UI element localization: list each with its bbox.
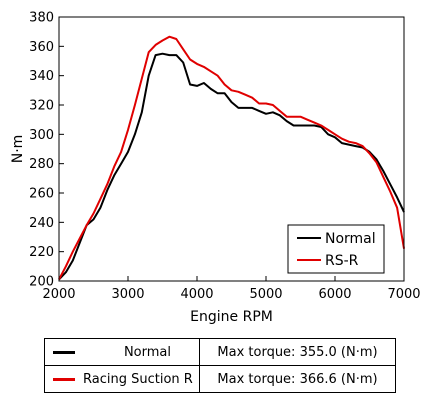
series-name: Racing Suction R: [83, 371, 193, 387]
y-tick-label: 360: [29, 40, 54, 55]
x-tick-label: 5000: [249, 287, 282, 302]
y-tick-label: 280: [29, 157, 54, 172]
y-axis-label: N·m: [10, 135, 26, 164]
x-tick-label: 6000: [318, 287, 351, 302]
series-lines: [58, 35, 405, 281]
y-tick-label: 380: [29, 11, 54, 26]
max-torque-value: Max torque: 355.0 (N·m): [199, 338, 396, 366]
torque-chart: 200 220 240 260 280 300 320 340 360 380 2000 3000 40…: [10, 11, 421, 326]
x-tick-label: 7000: [387, 287, 420, 302]
y-tick-label: 240: [29, 216, 54, 231]
x-tick-label: 2000: [42, 287, 75, 302]
table-row: Normal Max torque: 355.0 (N·m): [44, 338, 396, 366]
legend-label-rs-r: RS-R: [325, 253, 359, 269]
legend-label-normal: Normal: [325, 231, 376, 247]
series-line-rs-r: [58, 35, 405, 280]
y-tick-label: 340: [29, 69, 54, 84]
legend: Normal RS-R: [287, 224, 385, 274]
table-row: Racing Suction R Max torque: 366.6 (N·m): [44, 365, 396, 393]
max-torque-value: Max torque: 366.6 (N·m): [199, 365, 396, 393]
y-tick-label: 300: [29, 128, 54, 143]
y-tick-label: 220: [29, 245, 54, 260]
series-cell-racing-suction-r: Racing Suction R: [44, 365, 200, 393]
max-torque-table: Normal Max torque: 355.0 (N·m) Racing Su…: [44, 338, 396, 393]
legend-box: [287, 224, 385, 274]
x-axis-label: Engine RPM: [190, 309, 273, 325]
x-tick-label: 3000: [111, 287, 144, 302]
y-tick-label: 260: [29, 187, 54, 202]
series-line-normal: [58, 52, 405, 281]
series-name: Normal: [123, 344, 171, 360]
series-cell-normal: Normal: [44, 338, 200, 366]
plot-area-frame: [58, 16, 405, 282]
y-tick-label: 320: [29, 99, 54, 114]
line-swatch-racing-suction-r: [53, 377, 75, 381]
x-tick-label: 4000: [180, 287, 213, 302]
axis-ticks: 200 220 240 260 280 300 320 340 360 380 2000 3000 40…: [29, 11, 420, 303]
y-tick-label: 200: [29, 275, 54, 290]
line-swatch-normal: [53, 350, 75, 354]
